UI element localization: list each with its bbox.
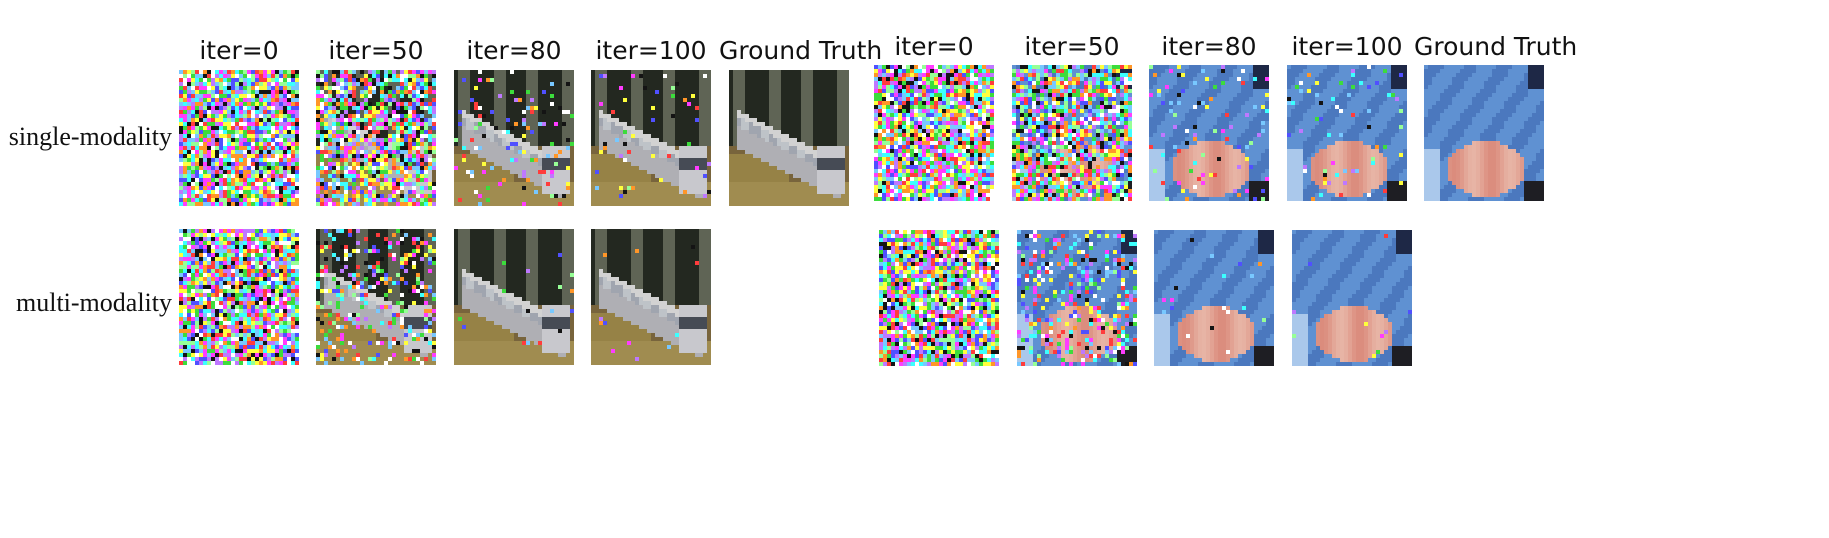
train-multi-iter100-image (591, 229, 711, 365)
train-single-iter0-image (179, 70, 299, 206)
left-col-title-3: iter=100 (595, 36, 707, 65)
train-multi-iter80-image (454, 229, 574, 365)
hand-single-iter0-image (874, 65, 994, 201)
row-label-single-modality: single-modality (8, 122, 172, 151)
hand-single-iter100-image (1287, 65, 1407, 201)
hand-multi-iter0-image (879, 230, 999, 366)
right-col-title-0: iter=0 (894, 32, 974, 61)
right-col-title-4: Ground Truth (1414, 32, 1578, 61)
left-col-title-1: iter=50 (328, 36, 424, 65)
train-single-iter100-image (591, 70, 711, 206)
train-single-iter50-image (316, 70, 436, 206)
hand-multi-iter50-image (1017, 230, 1137, 366)
row-label-multi-modality: multi-modality (16, 288, 172, 317)
train-multi-iter0-image (179, 229, 299, 365)
hand-multi-iter80-image (1154, 230, 1274, 366)
left-col-title-0: iter=0 (199, 36, 279, 65)
right-col-title-3: iter=100 (1291, 32, 1403, 61)
right-col-title-1: iter=50 (1024, 32, 1120, 61)
left-col-title-4: Ground Truth (719, 36, 883, 65)
right-col-title-2: iter=80 (1161, 32, 1257, 61)
train-ground-truth-image (729, 70, 849, 206)
hand-single-iter80-image (1149, 65, 1269, 201)
left-col-title-2: iter=80 (466, 36, 562, 65)
hand-single-iter50-image (1012, 65, 1132, 201)
train-single-iter80-image (454, 70, 574, 206)
hand-multi-iter100-image (1292, 230, 1412, 366)
train-multi-iter50-image (316, 229, 436, 365)
hand-ground-truth-image (1424, 65, 1544, 201)
